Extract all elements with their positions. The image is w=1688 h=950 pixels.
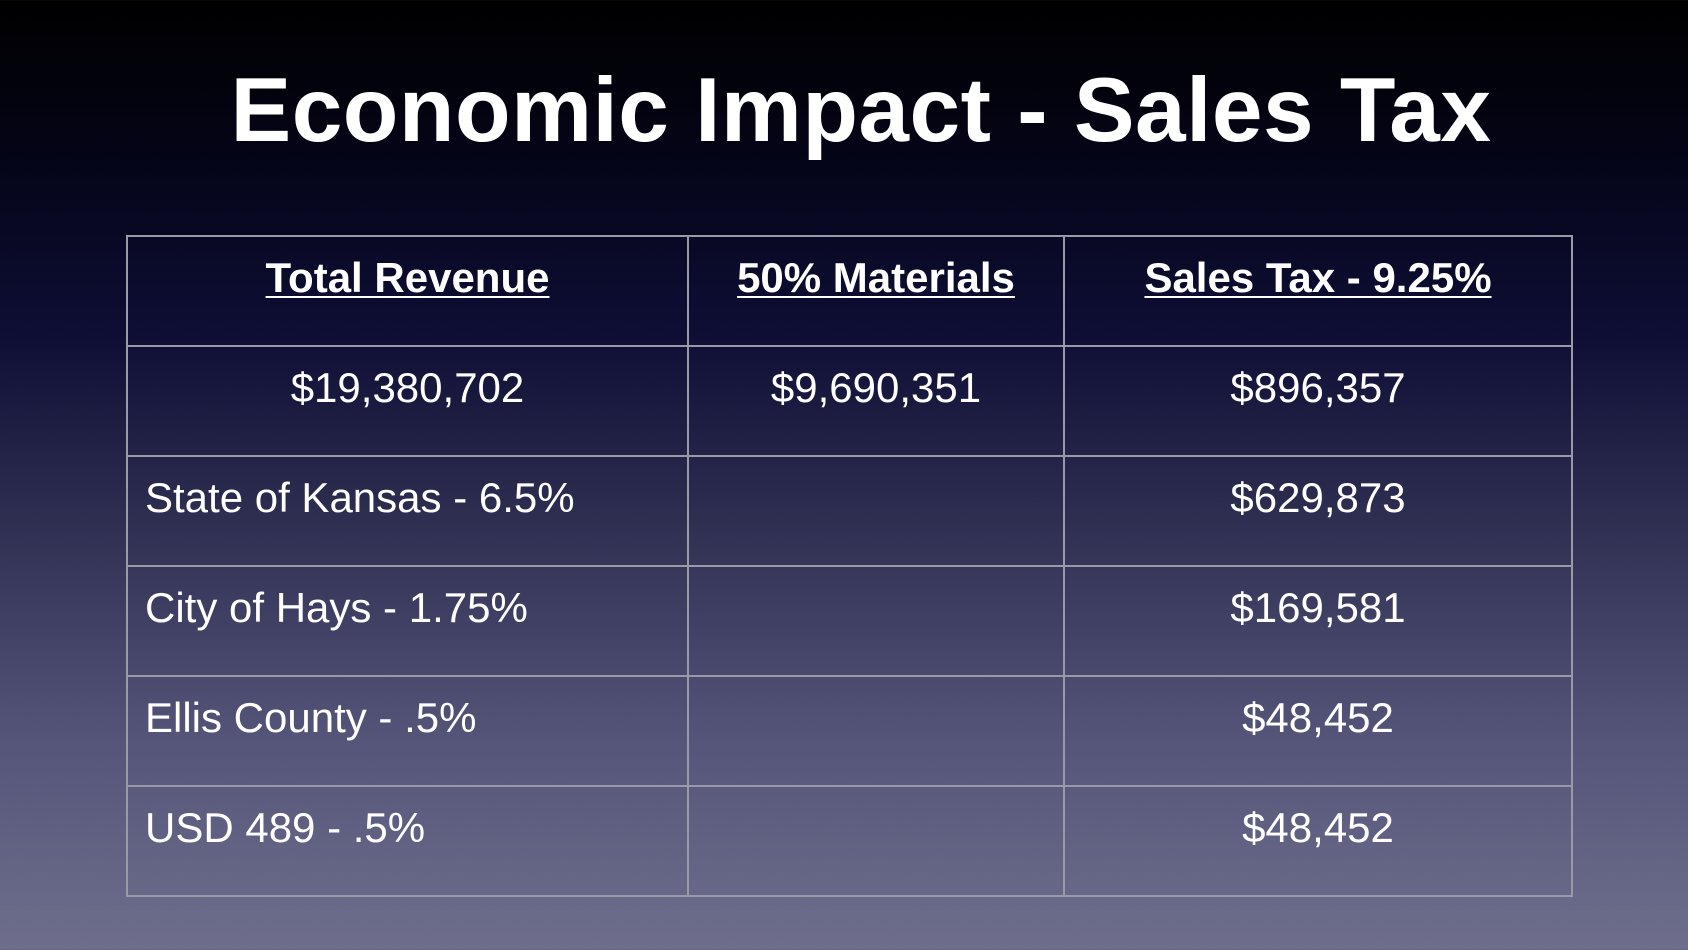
header-sales-tax: Sales Tax - 9.25% <box>1063 235 1573 347</box>
row-materials-state <box>687 455 1065 567</box>
table-row: $19,380,702 $9,690,351 $896,357 <box>126 345 1573 457</box>
header-materials: 50% Materials <box>687 235 1065 347</box>
table-row: City of Hays - 1.75% $169,581 <box>126 565 1573 677</box>
slide-title: Economic Impact - Sales Tax <box>230 60 1492 161</box>
row-label-state: State of Kansas - 6.5% <box>126 455 689 567</box>
table-header-row: Total Revenue 50% Materials Sales Tax - … <box>126 235 1573 347</box>
row-tax-usd: $48,452 <box>1063 785 1573 897</box>
row-tax-city: $169,581 <box>1063 565 1573 677</box>
sales-tax-value: $896,357 <box>1063 345 1573 457</box>
row-materials-city <box>687 565 1065 677</box>
sales-tax-table: Total Revenue 50% Materials Sales Tax - … <box>126 235 1573 897</box>
materials-value: $9,690,351 <box>687 345 1065 457</box>
table-row: State of Kansas - 6.5% $629,873 <box>126 455 1573 567</box>
header-total-revenue: Total Revenue <box>126 235 689 347</box>
table-row: Ellis County - .5% $48,452 <box>126 675 1573 787</box>
table-row: USD 489 - .5% $48,452 <box>126 785 1573 897</box>
row-label-county: Ellis County - .5% <box>126 675 689 787</box>
row-label-city: City of Hays - 1.75% <box>126 565 689 677</box>
row-tax-county: $48,452 <box>1063 675 1573 787</box>
row-label-usd: USD 489 - .5% <box>126 785 689 897</box>
row-materials-county <box>687 675 1065 787</box>
row-tax-state: $629,873 <box>1063 455 1573 567</box>
total-revenue-value: $19,380,702 <box>126 345 689 457</box>
row-materials-usd <box>687 785 1065 897</box>
